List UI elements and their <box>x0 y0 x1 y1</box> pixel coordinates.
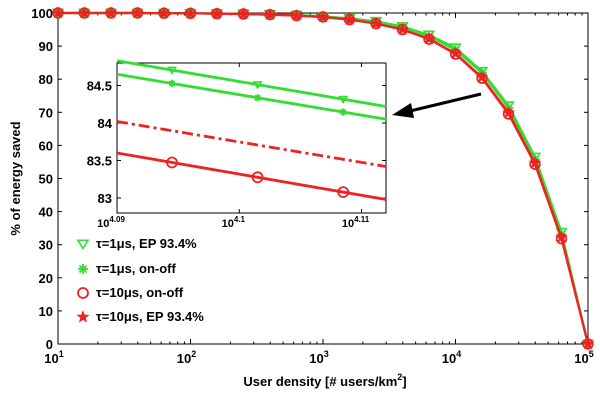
data-point <box>264 8 276 21</box>
inset-y-tick-label: 84.5 <box>87 79 112 94</box>
y-tick-label: 90 <box>39 39 53 54</box>
y-tick-label: 10 <box>39 304 53 319</box>
data-point <box>370 17 382 30</box>
data-point <box>476 72 488 84</box>
legend-marker <box>78 264 88 274</box>
data-point <box>343 13 356 26</box>
inset-series-2 <box>116 120 387 168</box>
y-tick-label: 70 <box>39 105 53 120</box>
data-point <box>78 7 91 19</box>
inset-x-tick-label: 104.1 <box>222 215 246 230</box>
inset-data-point <box>166 156 178 169</box>
data-point <box>396 23 409 36</box>
series-2 <box>52 7 594 350</box>
data-point <box>555 233 568 245</box>
y-tick-label: 40 <box>39 205 53 220</box>
y-tick-label: 60 <box>39 138 53 153</box>
data-point <box>290 9 303 22</box>
x-tick-label: 102 <box>177 349 196 366</box>
x-tick-base: 10 <box>309 351 323 366</box>
arrow-head <box>392 103 414 118</box>
inset-data-point <box>337 186 350 199</box>
inset-series-line <box>116 151 387 201</box>
data-point <box>52 7 64 19</box>
x-tick-exp: 4 <box>456 349 461 359</box>
x-tick-label: 103 <box>309 349 328 366</box>
data-point <box>423 33 435 45</box>
x-tick-label: 104 <box>442 349 461 366</box>
inset-x-tick-exp: 4.1 <box>234 215 246 224</box>
x-tick-base: 10 <box>442 351 456 366</box>
x-tick-exp: 1 <box>59 349 64 359</box>
inset-y-tick-label: 84 <box>98 116 113 131</box>
y-tick-label: 20 <box>39 271 53 286</box>
x-tick-base: 10 <box>574 351 588 366</box>
inset-x-tick-base: 10 <box>222 218 234 230</box>
x-tick-exp: 2 <box>191 349 196 359</box>
y-tick-label: 50 <box>39 172 53 187</box>
x-axis-label-sup: 2 <box>397 372 402 382</box>
legend: τ=1μs, EP 93.4% τ=1μs, on-off τ=10μs, on-o… <box>76 236 204 324</box>
legend-marker <box>77 287 89 299</box>
inset-series-line <box>116 120 387 168</box>
x-tick-base: 10 <box>177 351 191 366</box>
inset-data-point <box>167 66 178 75</box>
inset-frame <box>116 62 387 214</box>
x-tick-label: 105 <box>574 349 593 366</box>
data-point <box>211 7 223 20</box>
y-axis-label: % of energy saved <box>8 121 23 235</box>
inset-series-3 <box>116 151 387 201</box>
arrow-shaft <box>409 92 482 113</box>
legend-entry: τ=1μs, EP 93.4% <box>96 236 197 251</box>
inset-data-point <box>168 79 176 88</box>
inset-x-tick-label: 104.11 <box>342 215 370 230</box>
inset-x-tick-exp: 4.09 <box>109 215 125 224</box>
inset-x-tick-base: 10 <box>97 218 109 230</box>
y-tick-label: 30 <box>39 238 53 253</box>
inset-data-point <box>254 94 262 102</box>
legend-marker <box>76 310 90 323</box>
inset-series-1 <box>116 72 387 121</box>
inset-data-point <box>251 171 264 184</box>
data-point <box>317 11 329 23</box>
y-tick-label: 80 <box>39 72 53 87</box>
inset-data-point <box>252 81 263 90</box>
data-point <box>529 158 541 170</box>
inset-series-0 <box>116 59 387 108</box>
data-point <box>131 7 144 19</box>
inset-data-point <box>338 95 349 105</box>
data-point <box>237 8 250 20</box>
inset-y-tick-label: 83 <box>98 191 112 206</box>
data-point <box>449 48 462 60</box>
data-point <box>582 338 594 350</box>
data-point <box>158 7 170 19</box>
legend-entry: τ=10μs, EP 93.4% <box>96 309 204 324</box>
x-tick-exp: 3 <box>324 349 329 359</box>
inset-x-tick-base: 10 <box>342 218 354 230</box>
x-tick-base: 10 <box>44 351 58 366</box>
x-axis-label: User density [# users/km2] <box>243 372 406 389</box>
x-tick-label: 101 <box>44 349 63 366</box>
series-line <box>58 11 590 345</box>
inset-x-tick-exp: 4.11 <box>354 215 370 224</box>
inset-x-tick-label: 104.09 <box>97 215 125 230</box>
data-point <box>184 7 197 20</box>
legend-entry: τ=10μs, on-off <box>96 285 184 300</box>
legend-entry: τ=1μs, on-off <box>96 261 177 276</box>
legend-marker <box>76 239 90 251</box>
zoom-arrow <box>392 92 482 118</box>
x-tick-exp: 5 <box>589 349 594 359</box>
y-tick-label: 100 <box>31 6 53 21</box>
data-point <box>105 7 117 19</box>
y-tick-label: 0 <box>46 337 53 352</box>
data-point <box>502 108 515 120</box>
x-axis-label-text: User density [# users/km <box>243 374 397 389</box>
inset-data-point <box>339 108 347 116</box>
x-axis-label-end: ] <box>402 374 406 389</box>
inset-y-tick-label: 83.5 <box>87 154 112 169</box>
